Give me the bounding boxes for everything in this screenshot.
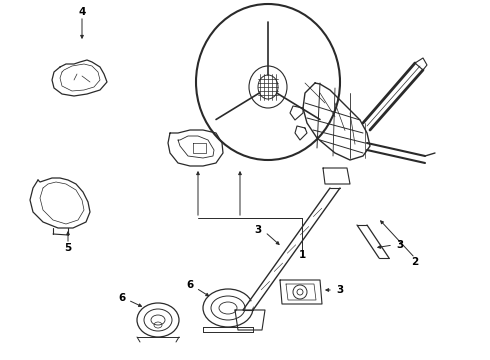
Text: 4: 4 (78, 7, 86, 17)
Text: 3: 3 (336, 285, 343, 295)
Text: 6: 6 (186, 280, 194, 290)
Text: 3: 3 (254, 225, 262, 235)
Text: 6: 6 (119, 293, 125, 303)
Text: 5: 5 (64, 243, 72, 253)
Text: 3: 3 (396, 240, 404, 250)
Text: 1: 1 (298, 250, 306, 260)
Text: 2: 2 (412, 257, 418, 267)
